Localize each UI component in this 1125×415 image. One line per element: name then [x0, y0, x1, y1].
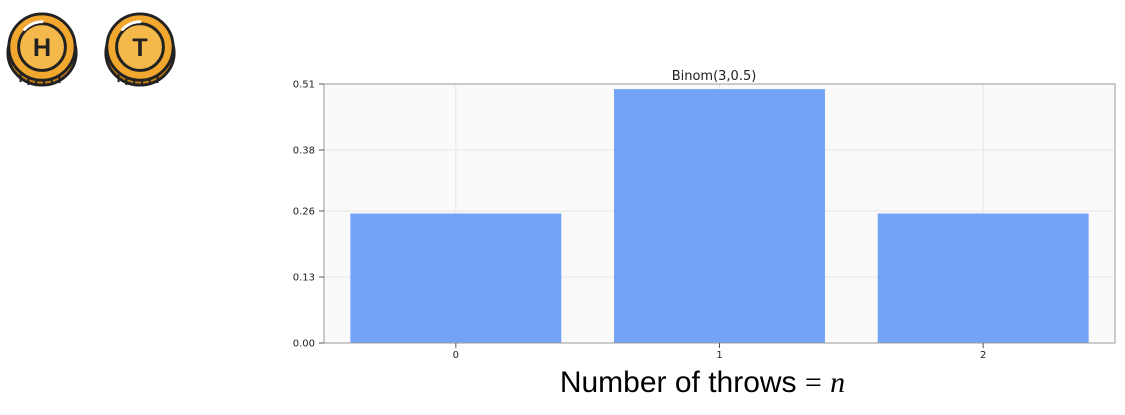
- bar-2: [877, 213, 1089, 343]
- chart-title: Binom(3,0.5): [672, 69, 757, 84]
- caption-variable: n: [830, 366, 846, 399]
- x-tick-label: 2: [980, 350, 986, 361]
- x-tick-label: 0: [453, 350, 459, 361]
- axes: 0.00 0.13 0.26 0.38 0.51 0 1 2: [293, 80, 987, 362]
- bars: [350, 89, 1089, 343]
- y-tick-label: 0.51: [293, 80, 315, 91]
- heads-coin-icon: H: [6, 12, 78, 87]
- heads-letter: H: [33, 34, 51, 62]
- bar-0: [350, 213, 562, 343]
- tails-coin-icon: T: [104, 12, 176, 87]
- y-tick-label: 0.13: [293, 272, 315, 283]
- tails-letter: T: [132, 34, 148, 62]
- y-tick-label: 0.26: [293, 206, 315, 217]
- y-tick-label: 0.00: [293, 339, 315, 350]
- caption-operator: =: [804, 366, 822, 399]
- y-tick-label: 0.38: [293, 146, 315, 157]
- x-axis-caption: Number of throws = n: [140, 366, 1125, 400]
- x-tick-label: 1: [716, 350, 722, 361]
- bar-1: [614, 89, 825, 343]
- caption-text: Number of throws: [559, 366, 797, 399]
